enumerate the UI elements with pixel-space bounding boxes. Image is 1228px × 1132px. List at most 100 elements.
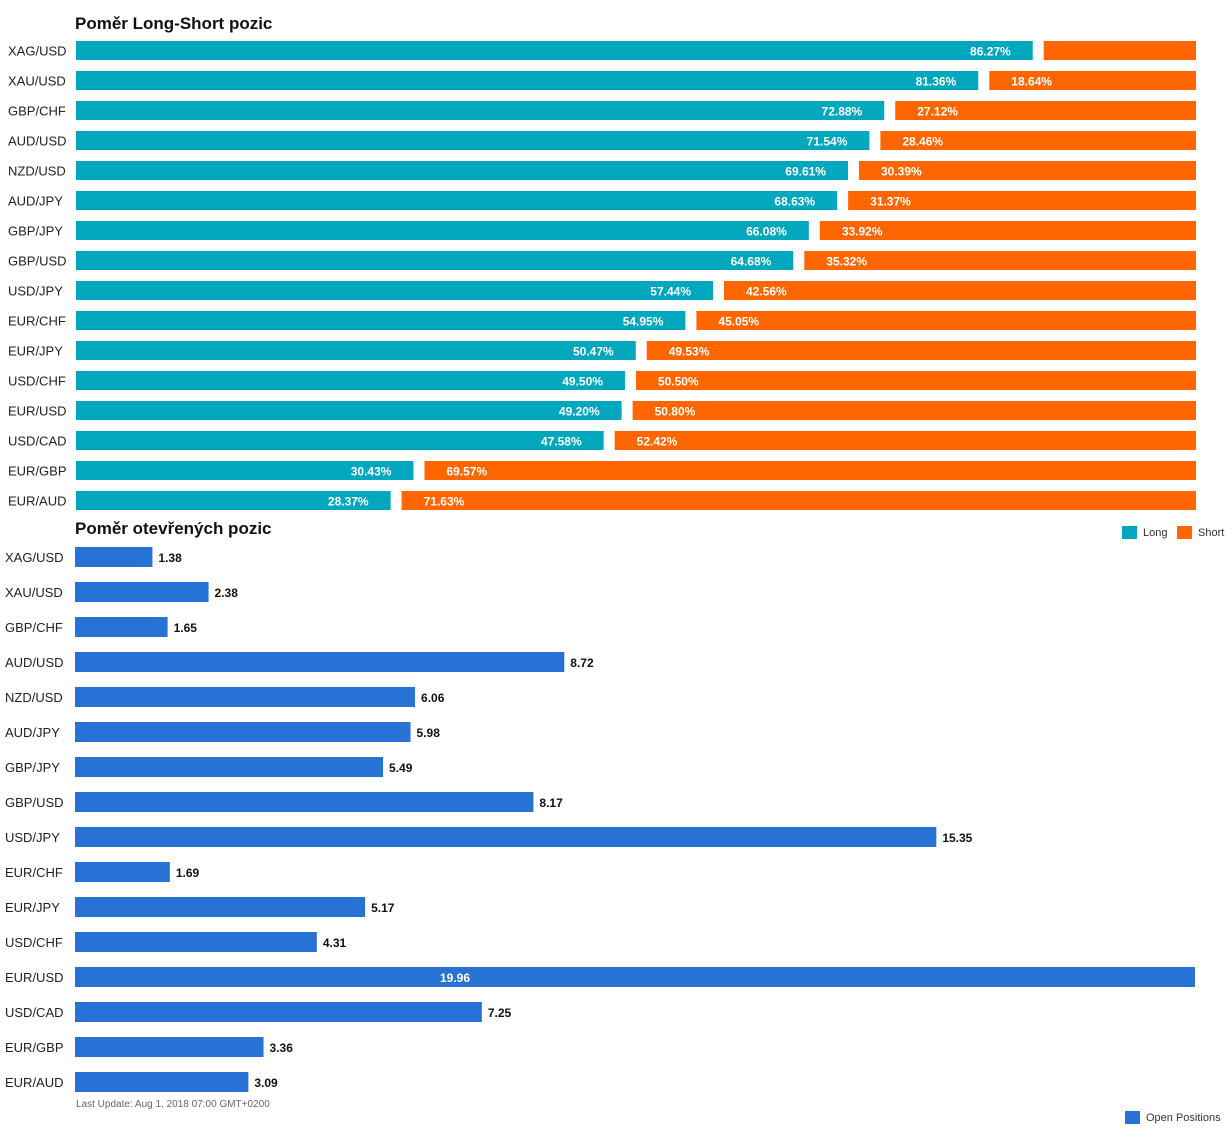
long-bar [76,281,714,300]
long-value-label: 30.43% [351,465,392,479]
category-label: NZD/USD [8,164,66,179]
open-positions-value-label: 3.36 [270,1041,294,1055]
open-positions-bar [75,687,416,707]
long-value-label: 81.36% [916,75,957,89]
long-value-label: 66.08% [746,225,787,239]
open-positions-value-label: 6.06 [421,691,445,705]
short-bar [424,461,1196,480]
open-positions-value-label: 19.96 [440,971,470,985]
category-label: EUR/GBP [8,464,67,479]
long-bar [76,311,686,330]
long-value-label: 47.58% [541,435,582,449]
open-positions-bar [75,792,534,812]
open-positions-value-label: 1.65 [174,621,198,635]
short-value-label: 50.80% [655,405,696,419]
short-value-label: 33.92% [842,225,883,239]
long-bar [76,191,838,210]
open-positions-bar [75,827,937,847]
long-bar [76,221,809,240]
open-positions-bar [75,617,168,637]
legend-long: Long [1122,526,1167,539]
long-value-label: 64.68% [731,255,772,269]
long-bar [76,161,848,180]
category-label: USD/JPY [5,830,60,845]
long-bar [76,431,604,450]
open-positions-bar [75,757,384,777]
short-bar [989,71,1196,90]
long-value-label: 49.20% [559,405,600,419]
open-positions-value-label: 8.17 [539,796,563,810]
long-bar [76,101,885,120]
category-label: EUR/AUD [5,1075,64,1090]
short-value-label: 49.53% [669,345,710,359]
open-positions-value-label: 2.38 [215,586,239,600]
short-value-label: 30.39% [881,165,922,179]
open-positions-bar [75,862,170,882]
legend-long-swatch [1122,526,1137,539]
open-positions-value-label: 5.49 [389,761,413,775]
short-bar [646,341,1196,360]
open-positions-chart-title: Poměr otevřených pozic [75,519,272,538]
category-label: EUR/GBP [5,1040,64,1055]
short-bar [724,281,1196,300]
long-value-label: 72.88% [822,105,863,119]
category-label: EUR/USD [5,970,64,985]
long-short-chart-title: Poměr Long-Short pozic [75,14,273,33]
category-label: USD/JPY [8,284,63,299]
short-value-label: 71.63% [424,495,465,509]
category-label: USD/CHF [8,374,66,389]
open-positions-value-label: 8.72 [570,656,594,670]
short-value-label: 35.32% [826,255,867,269]
open-positions-value-label: 1.38 [158,551,182,565]
last-update-text: Last Update: Aug 1, 2018 07:00 GMT+0200 [76,1099,270,1110]
category-label: EUR/JPY [8,344,63,359]
short-bar [858,161,1196,180]
category-label: USD/CAD [8,434,67,449]
short-value-label: 45.05% [718,315,759,329]
short-bar [1043,41,1196,60]
category-label: XAU/USD [8,74,66,89]
category-label: AUD/JPY [8,194,63,209]
category-label: USD/CHF [5,935,63,950]
long-bar [76,251,794,270]
legend-open-positions-label: Open Positions [1146,1111,1221,1124]
category-label: XAG/USD [5,550,64,565]
short-value-label: 31.37% [870,195,911,209]
open-positions-value-label: 7.25 [488,1006,512,1020]
category-label: EUR/AUD [8,494,67,509]
long-value-label: 68.63% [774,195,815,209]
category-label: EUR/CHF [8,314,66,329]
open-positions-value-label: 15.35 [942,831,972,845]
short-bar [895,101,1196,120]
long-bar [76,401,622,420]
category-label: EUR/JPY [5,900,60,915]
long-bar [76,491,391,510]
category-label: GBP/CHF [5,620,63,635]
category-label: AUD/USD [8,134,67,149]
short-value-label: 27.12% [917,105,958,119]
short-bar [804,251,1196,270]
category-label: USD/CAD [5,1005,64,1020]
category-label: NZD/USD [5,690,63,705]
category-label: GBP/JPY [8,224,63,239]
short-bar [401,491,1196,510]
open-positions-value-label: 3.09 [254,1076,278,1090]
category-label: AUD/JPY [5,725,60,740]
category-label: GBP/JPY [5,760,60,775]
category-label: GBP/CHF [8,104,66,119]
short-bar [632,401,1196,420]
long-value-label: 69.61% [785,165,826,179]
short-value-label: 52.42% [637,435,678,449]
short-bar [635,371,1196,390]
open-positions-bar [75,547,153,567]
category-label: XAU/USD [5,585,63,600]
legend-open-positions-swatch [1125,1111,1140,1124]
long-value-label: 50.47% [573,345,614,359]
long-value-label: 86.27% [970,45,1011,59]
category-label: AUD/USD [5,655,64,670]
legend-short-swatch [1177,526,1192,539]
long-bar [76,341,636,360]
long-value-label: 71.54% [807,135,848,149]
short-bar [614,431,1196,450]
category-label: EUR/CHF [5,865,63,880]
